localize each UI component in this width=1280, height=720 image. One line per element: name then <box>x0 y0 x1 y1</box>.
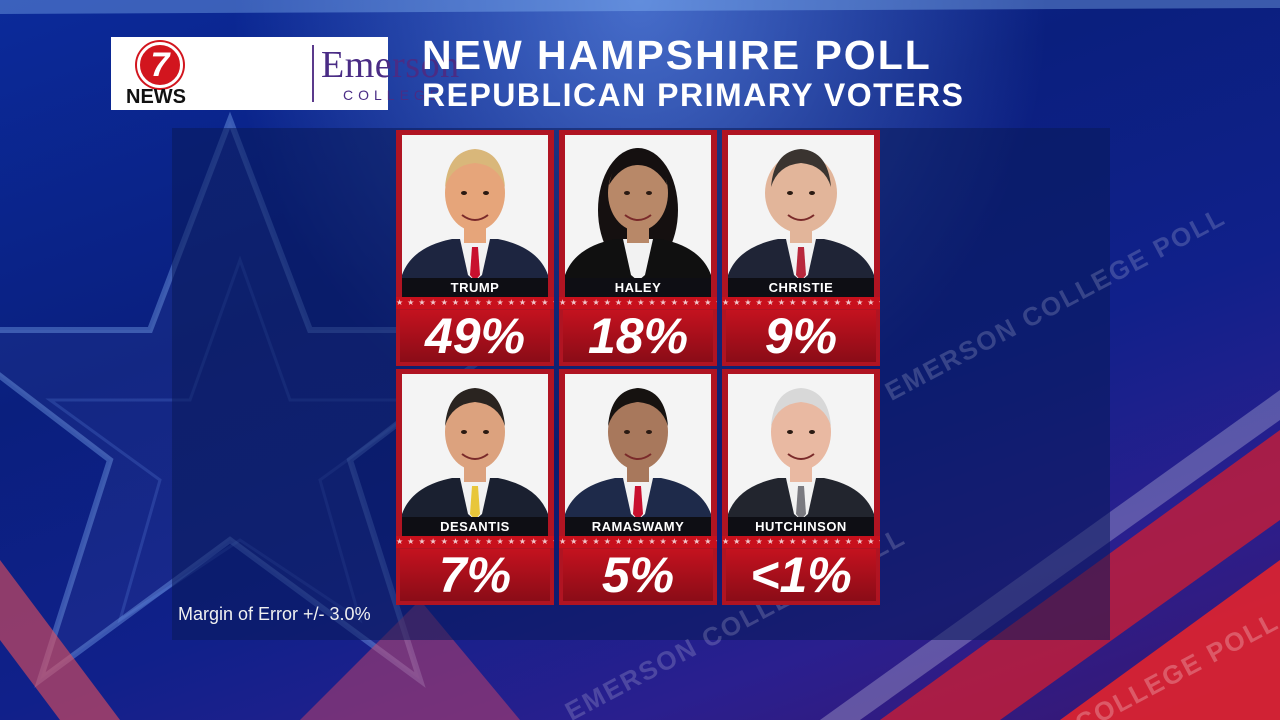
star-strip: ★★★★★★★★★★★★★★★★ <box>559 297 717 309</box>
candidate-name: CHRISTIE <box>728 278 874 297</box>
station-logo: 7 NEWS Emerson COLLEGE <box>111 37 459 110</box>
candidate-photo <box>565 135 711 297</box>
candidate-card: HUTCHINSON★★★★★★★★★★★★★★★★<1% <box>722 369 880 605</box>
candidate-photo <box>565 374 711 536</box>
candidate-card: TRUMP★★★★★★★★★★★★★★★★49% <box>396 130 554 366</box>
candidate-name: DESANTIS <box>402 517 548 536</box>
logo-divider <box>312 45 314 102</box>
candidate-percentage: <1% <box>726 549 876 601</box>
page-title: NEW HAMPSHIRE POLL <box>422 32 932 78</box>
logo-brand: Emerson <box>321 44 460 86</box>
candidate-photo <box>728 135 874 297</box>
candidate-name: HALEY <box>565 278 711 297</box>
candidate-percentage: 5% <box>563 549 713 601</box>
candidate-percentage: 7% <box>400 549 550 601</box>
candidate-name: RAMASWAMY <box>565 517 711 536</box>
star-strip: ★★★★★★★★★★★★★★★★ <box>559 536 717 548</box>
channel-7-icon: 7 <box>137 42 183 88</box>
star-strip: ★★★★★★★★★★★★★★★★ <box>722 297 880 309</box>
candidate-photo <box>402 374 548 536</box>
candidate-percentage: 49% <box>400 310 550 362</box>
candidate-card: CHRISTIE★★★★★★★★★★★★★★★★9% <box>722 130 880 366</box>
candidate-percentage: 9% <box>726 310 876 362</box>
logo-news-text: NEWS <box>126 86 186 108</box>
candidate-name: HUTCHINSON <box>728 517 874 536</box>
star-strip: ★★★★★★★★★★★★★★★★ <box>396 536 554 548</box>
star-strip: ★★★★★★★★★★★★★★★★ <box>722 536 880 548</box>
candidate-photo <box>728 374 874 536</box>
candidate-name: TRUMP <box>402 278 548 297</box>
star-strip: ★★★★★★★★★★★★★★★★ <box>396 297 554 309</box>
candidate-card: RAMASWAMY★★★★★★★★★★★★★★★★5% <box>559 369 717 605</box>
margin-of-error: Margin of Error +/- 3.0% <box>178 604 371 624</box>
logo-subbrand: COLLEGE <box>343 87 445 103</box>
candidate-percentage: 18% <box>563 310 713 362</box>
candidate-photo <box>402 135 548 297</box>
candidate-card: DESANTIS★★★★★★★★★★★★★★★★7% <box>396 369 554 605</box>
candidate-card: HALEY★★★★★★★★★★★★★★★★18% <box>559 130 717 366</box>
page-subtitle: REPUBLICAN PRIMARY VOTERS <box>422 77 965 113</box>
